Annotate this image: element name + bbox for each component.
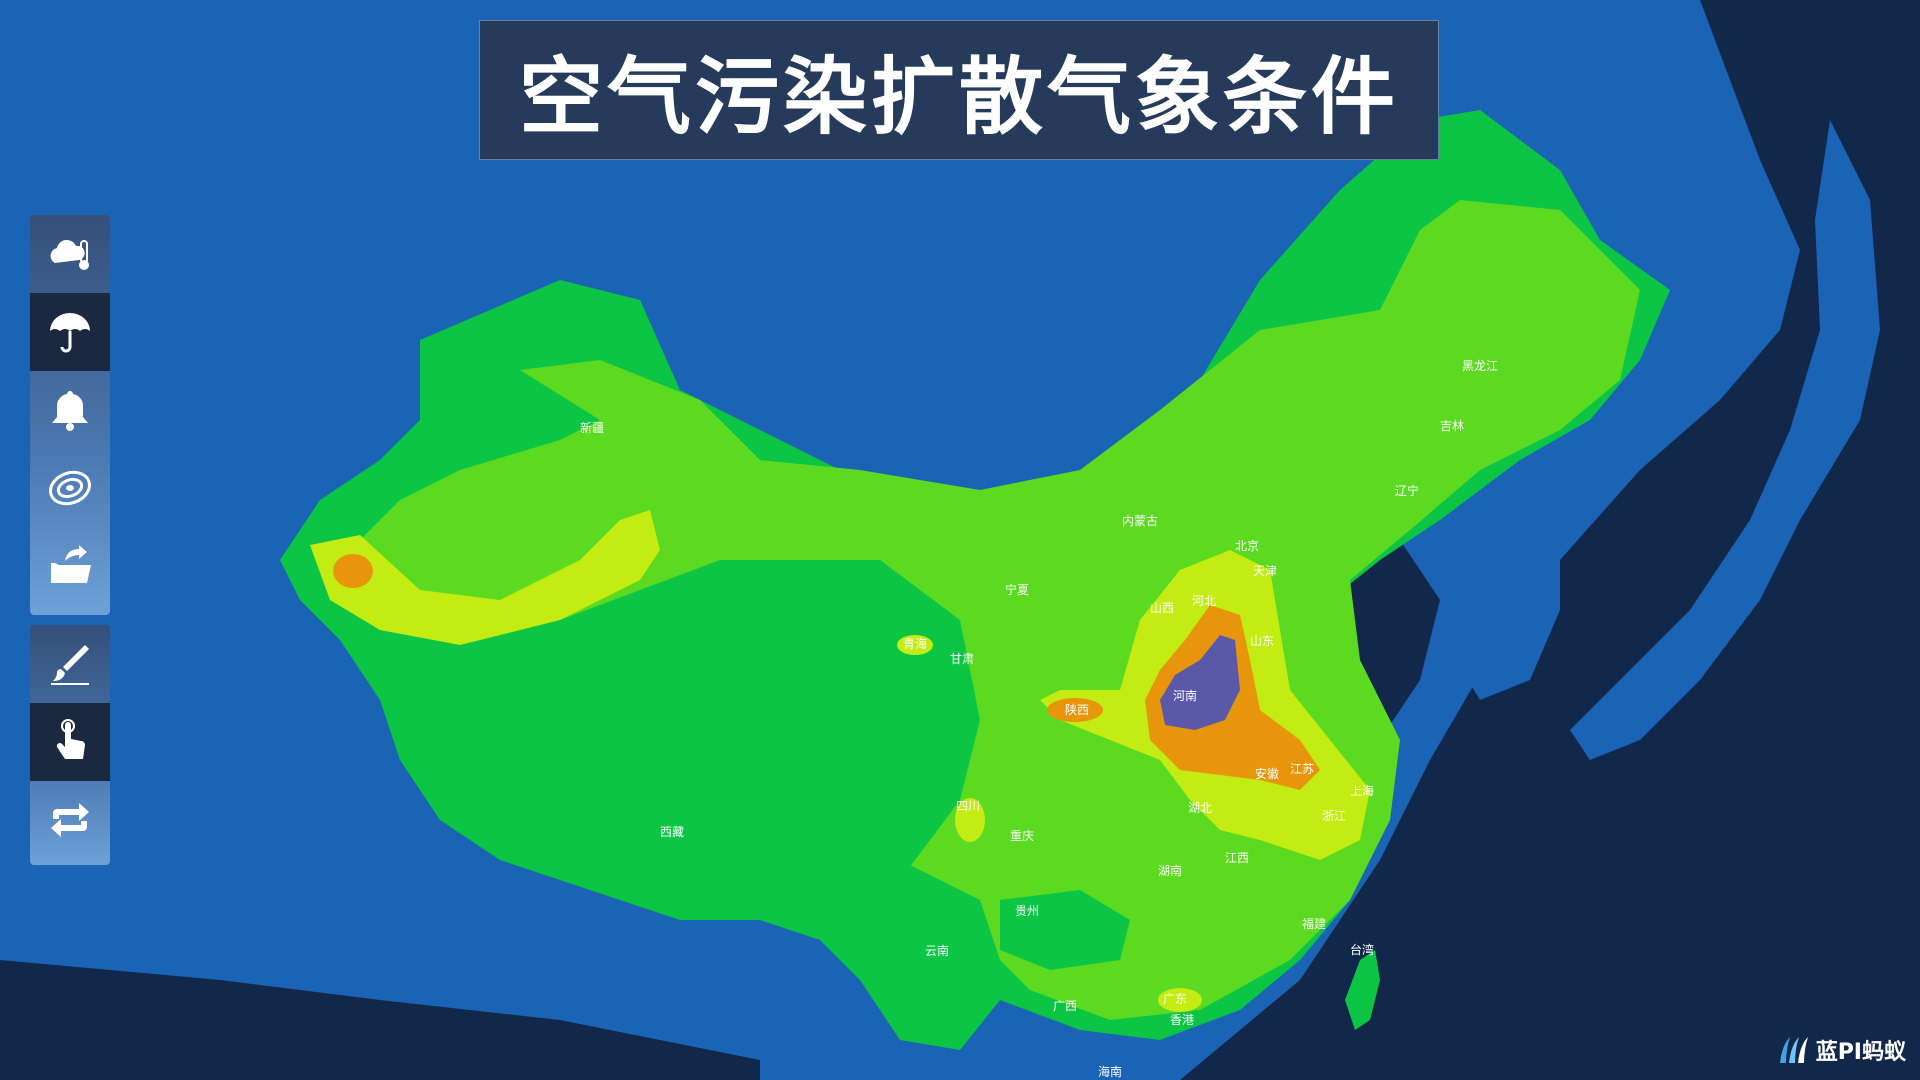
label-jiangsu: 江苏 [1290, 762, 1314, 776]
brand-logo: 蓝PI蚂蚁 [1776, 1034, 1906, 1066]
umbrella-icon [50, 313, 90, 353]
brush-icon [51, 645, 89, 685]
label-fujian: 福建 [1302, 916, 1326, 931]
label-liaoning: 辽宁 [1395, 483, 1419, 498]
zone-level-1-guizhou [1000, 890, 1130, 970]
label-tianjin: 天津 [1253, 564, 1277, 578]
sea-south [0, 960, 760, 1080]
toolbar-bottom [30, 625, 110, 865]
label-shandong: 山东 [1250, 634, 1274, 648]
sea-east [1180, 0, 1920, 1080]
label-guangdong: 广东 [1163, 992, 1187, 1006]
korea-peninsula [1450, 470, 1560, 700]
label-qinghai: 青海 [903, 636, 927, 651]
brand-name: 蓝PI蚂蚁 [1815, 1040, 1906, 1065]
label-anhui: 安徽 [1255, 766, 1279, 781]
label-guangxi: 广西 [1053, 999, 1077, 1013]
taiwan-island [1345, 950, 1380, 1030]
label-hunan: 湖南 [1158, 863, 1182, 878]
label-ningxia: 宁夏 [1005, 582, 1029, 597]
zone-level-3-qinghai [897, 635, 933, 655]
label-hongkong: 香港 [1170, 1013, 1194, 1027]
label-chongqing: 重庆 [1010, 829, 1034, 843]
draw-tool-button[interactable] [30, 625, 110, 703]
label-yunnan: 云南 [925, 943, 949, 958]
zone-level-3-guangdong [1158, 988, 1202, 1012]
label-gansu: 甘肃 [950, 652, 974, 666]
label-heilongjiang: 黑龙江 [1462, 359, 1498, 373]
label-neimenggu: 内蒙古 [1122, 513, 1158, 528]
weather-tool-button[interactable] [30, 215, 110, 293]
page-title: 空气污染扩散气象条件 [518, 47, 1399, 146]
label-shanghai: 上海 [1350, 783, 1374, 798]
label-hebei: 河北 [1192, 594, 1216, 608]
label-jilin: 吉林 [1440, 419, 1464, 433]
label-xizang: 西藏 [660, 825, 684, 839]
title-panel: 空气污染扩散气象条件 [479, 20, 1439, 160]
zone-level-3-sichuan [955, 798, 985, 842]
alert-tool-button[interactable] [30, 371, 110, 449]
toolbar-top [30, 215, 110, 615]
bell-icon [52, 391, 88, 431]
japan-islands [1570, 120, 1880, 760]
label-taiwan: 台湾 [1350, 942, 1374, 957]
zone-level-4-shaanxi [1047, 698, 1103, 722]
contour-icon [49, 470, 91, 506]
label-guizhou: 贵州 [1015, 904, 1039, 918]
hand-pointer-icon [56, 719, 85, 759]
folder-open-icon [51, 545, 91, 583]
refresh-icon [51, 803, 89, 837]
cloud-thermometer-icon [50, 239, 89, 270]
zone-level-4-west [333, 554, 373, 588]
label-henan: 河南 [1173, 688, 1197, 703]
province-labels: 新疆 黑龙江 吉林 辽宁 内蒙古 北京 天津 河北 山西 山东 宁夏 青海 甘肃… [580, 359, 1498, 1079]
brand-mark-icon [1779, 1037, 1808, 1063]
label-shanxi: 山西 [1150, 601, 1174, 615]
label-hubei: 湖北 [1188, 800, 1212, 815]
label-sichuan: 四川 [956, 799, 980, 813]
select-tool-button[interactable] [30, 703, 110, 781]
rain-tool-button[interactable] [30, 293, 110, 371]
label-hainan: 海南 [1098, 1064, 1122, 1079]
label-jiangxi: 江西 [1225, 851, 1249, 865]
contour-tool-button[interactable] [30, 449, 110, 527]
zone-level-5-core [1160, 635, 1240, 730]
zone-level-1-southwest [390, 560, 980, 910]
label-zhejiang: 浙江 [1322, 809, 1346, 823]
refresh-tool-button[interactable] [30, 781, 110, 859]
label-beijing: 北京 [1235, 539, 1259, 553]
label-shaanxi: 陕西 [1065, 702, 1089, 717]
zone-level-3-west [310, 510, 660, 645]
label-xinjiang: 新疆 [580, 420, 604, 435]
export-tool-button[interactable] [30, 527, 110, 605]
